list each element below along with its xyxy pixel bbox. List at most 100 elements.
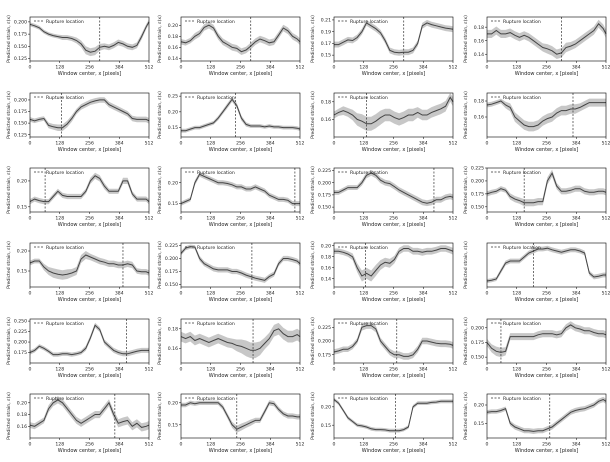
legend-label: Rupture location bbox=[350, 321, 388, 327]
x-axis-label: Window center, x [pixels] bbox=[209, 297, 273, 303]
uncertainty-band bbox=[334, 397, 453, 433]
x-tick-label: 512 bbox=[449, 367, 458, 373]
x-tick-label: 128 bbox=[359, 65, 368, 71]
uncertainty-band bbox=[487, 245, 606, 283]
y-tick-label: 0.175 bbox=[318, 352, 331, 358]
x-tick-label: 0 bbox=[29, 442, 32, 448]
legend-label: Rupture location bbox=[350, 19, 388, 25]
x-tick-label: 0 bbox=[333, 65, 336, 71]
y-tick-label: 0.150 bbox=[165, 282, 178, 288]
x-axis-label: Window center, x [pixels] bbox=[209, 147, 273, 153]
x-tick-label: 384 bbox=[419, 367, 428, 373]
uncertainty-band bbox=[30, 172, 149, 205]
uncertainty-band bbox=[30, 97, 149, 131]
y-tick-label: 0.20 bbox=[321, 404, 331, 410]
y-tick-label: 0.14 bbox=[321, 276, 331, 282]
strain-line bbox=[29, 21, 150, 53]
y-tick-label: 0.200 bbox=[318, 339, 331, 345]
x-tick-label: 256 bbox=[236, 65, 245, 71]
x-tick-label: 128 bbox=[359, 291, 368, 297]
x-tick-label: 256 bbox=[542, 367, 551, 373]
x-tick-label: 512 bbox=[602, 216, 610, 222]
y-tick-label: 0.225 bbox=[318, 325, 331, 331]
x-tick-label: 512 bbox=[296, 65, 305, 71]
strain-line bbox=[29, 399, 150, 428]
y-axis-label: Predicted strain, ε(x) bbox=[157, 15, 163, 63]
strain-line bbox=[486, 172, 607, 204]
strain-line bbox=[486, 324, 607, 353]
y-tick-label: 0.15 bbox=[321, 423, 331, 429]
x-tick-label: 384 bbox=[572, 216, 581, 222]
x-tick-label: 384 bbox=[266, 141, 275, 147]
subplot-3: Rupture location 0 128 256 384 512 Window cent… bbox=[310, 15, 457, 77]
subplot-16: Rupture location 0 128 256 384 512 Window cent… bbox=[463, 241, 610, 303]
x-tick-label: 128 bbox=[512, 367, 521, 373]
x-tick-label: 128 bbox=[55, 141, 64, 147]
y-tick-label: 0.20 bbox=[168, 400, 178, 406]
x-tick-label: 384 bbox=[419, 65, 428, 71]
x-tick-label: 128 bbox=[206, 65, 215, 71]
x-tick-label: 512 bbox=[145, 367, 154, 373]
x-tick-label: 256 bbox=[85, 141, 94, 147]
x-axis-label: Window center, x [pixels] bbox=[362, 448, 426, 454]
y-axis-label: Predicted strain, ε(x) bbox=[463, 15, 469, 63]
x-tick-label: 128 bbox=[55, 216, 64, 222]
x-axis-label: Window center, x [pixels] bbox=[209, 373, 273, 379]
x-tick-label: 0 bbox=[29, 216, 32, 222]
x-tick-label: 256 bbox=[389, 65, 398, 71]
y-axis-label: Predicted strain, ε(x) bbox=[463, 317, 469, 365]
x-tick-label: 256 bbox=[542, 291, 551, 297]
uncertainty-band bbox=[30, 251, 149, 280]
y-axis-label: Predicted strain, ε(x) bbox=[310, 241, 316, 289]
y-tick-label: 0.150 bbox=[14, 44, 27, 50]
x-tick-label: 256 bbox=[236, 291, 245, 297]
y-tick-label: 0.16 bbox=[474, 115, 484, 121]
x-tick-label: 384 bbox=[115, 65, 124, 71]
y-axis-label: Predicted strain, ε(x) bbox=[463, 166, 469, 214]
x-tick-label: 0 bbox=[486, 291, 489, 297]
legend-label: Rupture location bbox=[503, 245, 541, 251]
x-tick-label: 0 bbox=[29, 65, 32, 71]
uncertainty-band bbox=[181, 322, 300, 359]
y-tick-label: 0.150 bbox=[471, 204, 484, 210]
strain-line bbox=[487, 23, 607, 55]
uncertainty-band bbox=[181, 21, 300, 55]
x-tick-label: 384 bbox=[115, 442, 124, 448]
y-tick-label: 0.175 bbox=[471, 340, 484, 346]
y-axis-label: Predicted strain, ε(x) bbox=[463, 392, 469, 440]
strain-line bbox=[334, 248, 454, 277]
strain-line bbox=[29, 254, 150, 276]
subplot-13: Rupture location 0 128 256 384 512 Window cent… bbox=[6, 241, 153, 303]
legend-label: Rupture location bbox=[197, 19, 235, 25]
y-axis-label: Predicted strain, ε(x) bbox=[157, 392, 163, 440]
y-axis-label: Predicted strain, ε(x) bbox=[310, 392, 316, 440]
x-tick-label: 384 bbox=[572, 291, 581, 297]
subplot-19: Rupture location 0 128 256 384 512 Window cent… bbox=[310, 317, 457, 379]
x-tick-label: 512 bbox=[602, 291, 610, 297]
x-tick-label: 256 bbox=[389, 216, 398, 222]
x-tick-label: 256 bbox=[542, 216, 551, 222]
strain-line bbox=[29, 175, 150, 203]
y-tick-label: 0.20 bbox=[474, 403, 484, 409]
y-tick-label: 0.175 bbox=[471, 191, 484, 197]
x-tick-label: 128 bbox=[55, 442, 64, 448]
legend-label: Rupture location bbox=[350, 396, 388, 402]
subplot-7: Rupture location 0 128 256 384 512 Window cent… bbox=[310, 91, 457, 153]
x-tick-label: 0 bbox=[180, 65, 183, 71]
x-tick-label: 128 bbox=[55, 291, 64, 297]
strain-line bbox=[180, 328, 301, 351]
x-tick-label: 128 bbox=[359, 141, 368, 147]
y-axis-label: Predicted strain, ε(x) bbox=[6, 241, 12, 289]
x-tick-label: 128 bbox=[359, 367, 368, 373]
subplot-9: Rupture location 0 128 256 384 512 Window cent… bbox=[6, 166, 153, 228]
x-tick-label: 128 bbox=[55, 367, 64, 373]
y-tick-label: 0.15 bbox=[17, 269, 27, 275]
legend-label: Rupture location bbox=[46, 95, 84, 101]
x-axis-label: Window center, x [pixels] bbox=[58, 373, 122, 379]
x-tick-label: 256 bbox=[85, 65, 94, 71]
y-tick-label: 0.175 bbox=[165, 269, 178, 275]
x-axis-label: Window center, x [pixels] bbox=[58, 297, 122, 303]
x-tick-label: 256 bbox=[236, 367, 245, 373]
x-tick-label: 128 bbox=[359, 216, 368, 222]
